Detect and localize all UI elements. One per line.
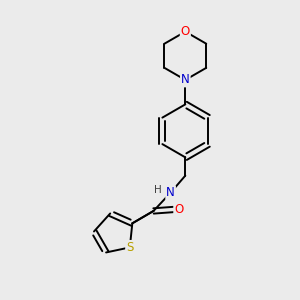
Text: N: N	[166, 186, 175, 199]
Text: N: N	[181, 74, 190, 86]
Text: O: O	[181, 25, 190, 38]
Text: O: O	[174, 203, 184, 216]
Text: H: H	[154, 185, 162, 195]
Text: S: S	[126, 241, 134, 254]
